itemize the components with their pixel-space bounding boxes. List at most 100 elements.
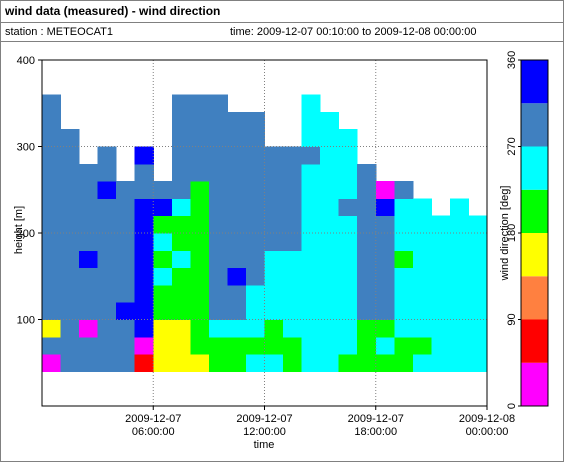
heatmap-cell — [153, 198, 173, 217]
heatmap-cell — [412, 354, 432, 372]
heatmap-cell — [245, 163, 265, 182]
heatmap-cell — [190, 198, 210, 217]
colorbar-tick-label: 270 — [506, 137, 518, 155]
heatmap-cell — [42, 111, 62, 130]
heatmap-cell — [468, 302, 488, 320]
heatmap-cell — [42, 146, 62, 165]
heatmap-cell — [245, 267, 265, 286]
heatmap-cell — [79, 181, 99, 199]
heatmap-cell — [153, 284, 173, 303]
heatmap-cell — [134, 146, 154, 165]
heatmap-cell — [301, 215, 321, 234]
heatmap-cell — [134, 198, 154, 217]
heatmap-cell — [134, 181, 154, 199]
heatmap-cell — [60, 336, 80, 355]
heatmap-cell — [42, 94, 62, 113]
heatmap-cell — [208, 284, 228, 303]
heatmap-cell — [283, 336, 303, 355]
heatmap-cell — [153, 267, 173, 286]
heatmap-cell — [171, 146, 191, 165]
heatmap-cell — [449, 336, 469, 355]
heatmap-cell — [79, 336, 99, 355]
heatmap-cell — [449, 215, 469, 234]
heatmap-cell — [245, 250, 265, 269]
colorbar-tick-label: 180 — [506, 224, 518, 242]
heatmap-cell — [134, 267, 154, 286]
heatmap-cell — [320, 163, 340, 182]
heatmap-cell — [375, 267, 395, 286]
heatmap-cell — [412, 336, 432, 355]
heatmap-cell — [301, 111, 321, 130]
heatmap-cell — [208, 215, 228, 234]
heatmap-cell — [245, 198, 265, 217]
heatmap-cell — [116, 233, 136, 251]
heatmap-cell — [449, 302, 469, 320]
heatmap-cell — [468, 233, 488, 251]
heatmap-cell — [79, 354, 99, 372]
heatmap-cell — [171, 354, 191, 372]
heatmap-cell — [116, 181, 136, 199]
heatmap-cell — [357, 250, 377, 269]
heatmap-cell — [301, 146, 321, 165]
heatmap-cell — [338, 146, 358, 165]
heatmap-cell — [60, 250, 80, 269]
heatmap-cell — [449, 250, 469, 269]
heatmap-cell — [208, 129, 228, 147]
heatmap-cell — [375, 319, 395, 338]
heatmap-cell — [375, 250, 395, 269]
heatmap-cell — [412, 302, 432, 320]
heatmap-cell — [134, 284, 154, 303]
heatmap-cell — [357, 302, 377, 320]
heatmap-cell — [375, 233, 395, 251]
heatmap-cell — [301, 302, 321, 320]
heatmap-cell — [97, 250, 117, 269]
heatmap-cell — [301, 163, 321, 182]
heatmap-cell — [116, 354, 136, 372]
heatmap-cell — [60, 284, 80, 303]
colorbar-label: wind direction [deg] — [499, 186, 511, 282]
heatmap-cell — [171, 129, 191, 147]
heatmap-cell — [171, 267, 191, 286]
heatmap-cell — [283, 146, 303, 165]
heatmap-cell — [190, 111, 210, 130]
heatmap-cell — [227, 129, 247, 147]
heatmap-cell — [97, 284, 117, 303]
heatmap-cell — [412, 284, 432, 303]
heatmap-cell — [190, 181, 210, 199]
heatmap-cell — [190, 302, 210, 320]
heatmap-cell — [60, 267, 80, 286]
heatmap-cell — [412, 233, 432, 251]
heatmap-cell — [79, 319, 99, 338]
heatmap-cell — [42, 336, 62, 355]
heatmap-cell — [301, 129, 321, 147]
heatmap-cell — [357, 284, 377, 303]
heatmap-cell — [190, 250, 210, 269]
heatmap-cell — [449, 198, 469, 217]
heatmap-cell — [42, 319, 62, 338]
heatmap-cell — [60, 215, 80, 234]
heatmap-cell — [97, 302, 117, 320]
heatmap-cell — [60, 163, 80, 182]
heatmap-cell — [283, 354, 303, 372]
heatmap-cell — [79, 163, 99, 182]
heatmap-cell — [320, 302, 340, 320]
heatmap-cell — [449, 354, 469, 372]
heatmap-cell — [338, 354, 358, 372]
heatmap-cell — [153, 233, 173, 251]
heatmap-cell — [320, 319, 340, 338]
heatmap-cell — [208, 336, 228, 355]
heatmap-cell — [134, 233, 154, 251]
heatmap-cell — [283, 181, 303, 199]
heatmap-cell — [171, 198, 191, 217]
heatmap-cell — [190, 94, 210, 113]
heatmap-cell — [42, 129, 62, 147]
heatmap-cell — [338, 198, 358, 217]
heatmap-cell — [338, 181, 358, 199]
heatmap-cell — [42, 181, 62, 199]
heatmap-cell — [394, 233, 414, 251]
heatmap-cell — [394, 198, 414, 217]
heatmap-cell — [301, 250, 321, 269]
heatmap-cell — [97, 336, 117, 355]
heatmap-cell — [264, 198, 284, 217]
